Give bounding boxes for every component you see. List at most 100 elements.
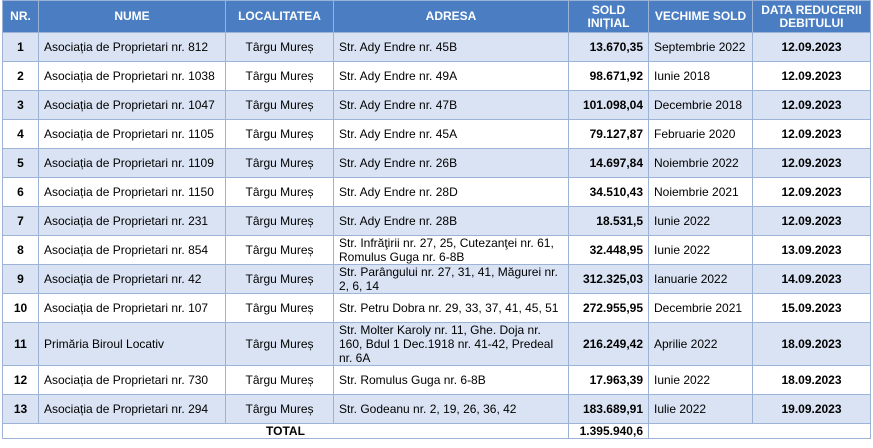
column-header: SOLD INIȚIAL (568, 0, 649, 33)
table-cell: Asociația de Proprietari nr. 854 (38, 235, 226, 265)
table-cell: 183.689,91 (568, 394, 649, 424)
table-cell: Str. Ady Endre nr. 28B (333, 206, 569, 236)
table-cell: Decembrie 2021 (648, 293, 753, 323)
table-cell: Februarie 2020 (648, 119, 753, 149)
table-row: 9 Asociația de Proprietari nr. 42 Târgu Mu… (2, 264, 871, 294)
table-cell: Str. Ady Endre nr. 45B (333, 32, 569, 62)
table-cell: 312.325,03 (568, 264, 649, 294)
total-label: TOTAL (2, 423, 569, 439)
column-header: NR. (2, 0, 39, 33)
table-cell: Aprilie 2022 (648, 322, 753, 366)
table-row: 1 Asociația de Proprietari nr. 812 Târgu M… (2, 32, 871, 62)
column-header: ADRESA (333, 0, 569, 33)
debt-table: NR. NUME LOCALITATEA ADRESA SOLD INIȚIAL VECH… (2, 0, 871, 439)
table-cell: 12 (2, 365, 39, 395)
table-row: 10 Asociația de Proprietari nr. 107 Târgu … (2, 293, 871, 323)
table-cell: Târgu Mureș (225, 90, 334, 120)
table-row: 13 Asociația de Proprietari nr. 294 Târgu … (2, 394, 871, 424)
column-header: DATA REDUCERII DEBITULUI (752, 0, 871, 33)
table-cell: 18.09.2023 (752, 322, 871, 366)
table-row: 4 Asociația de Proprietari nr. 1105 Târgu … (2, 119, 871, 149)
table-cell: 10 (2, 293, 39, 323)
table-cell: 9 (2, 264, 39, 294)
table-row: 6 Asociația de Proprietari nr. 1150 Târgu … (2, 177, 871, 207)
table-cell: Ianuarie 2022 (648, 264, 753, 294)
table-cell: Str. Ady Endre nr. 47B (333, 90, 569, 120)
table-cell: Iunie 2018 (648, 61, 753, 91)
table-cell: Târgu Mureș (225, 365, 334, 395)
table-cell: Asociația de Proprietari nr. 1150 (38, 177, 226, 207)
total-value: 1.395.940,6 (568, 423, 649, 439)
table-cell: Str. Godeanu nr. 2, 19, 26, 36, 42 (333, 394, 569, 424)
table-cell: Noiembrie 2021 (648, 177, 753, 207)
table-cell: Târgu Mureș (225, 119, 334, 149)
table-cell: 32.448,95 (568, 235, 649, 265)
table-cell: 8 (2, 235, 39, 265)
table-cell: Noiembrie 2022 (648, 148, 753, 178)
total-empty (648, 423, 871, 439)
table-cell: 6 (2, 177, 39, 207)
table-cell: Târgu Mureș (225, 148, 334, 178)
table-cell: 5 (2, 148, 39, 178)
table-cell: 4 (2, 119, 39, 149)
table-cell: Decembrie 2018 (648, 90, 753, 120)
table-cell: 7 (2, 206, 39, 236)
table-cell: 18.09.2023 (752, 365, 871, 395)
table-cell: Asociația de Proprietari nr. 812 (38, 32, 226, 62)
table-cell: Târgu Mureș (225, 206, 334, 236)
table-cell: Str. Parângului nr. 27, 31, 41, Măgurei … (333, 264, 569, 294)
table-row: 11 Primăria Biroul Locativ Târgu Mureș Str.… (2, 322, 871, 366)
table-cell: 12.09.2023 (752, 119, 871, 149)
table-cell: Str. Petru Dobra nr. 29, 33, 37, 41, 45,… (333, 293, 569, 323)
table-cell: 11 (2, 322, 39, 366)
table-cell: Str. Romulus Guga nr. 6-8B (333, 365, 569, 395)
table-cell: Iunie 2022 (648, 235, 753, 265)
table-cell: Târgu Mureș (225, 235, 334, 265)
table-cell: 19.09.2023 (752, 394, 871, 424)
table-cell: 1 (2, 32, 39, 62)
table-cell: Târgu Mureș (225, 293, 334, 323)
table-cell: Str. Ady Endre nr. 28D (333, 177, 569, 207)
table-body: 1 Asociația de Proprietari nr. 812 Târgu M… (2, 32, 871, 439)
table-cell: 101.098,04 (568, 90, 649, 120)
table-cell: Asociația de Proprietari nr. 107 (38, 293, 226, 323)
table-cell: Asociația de Proprietari nr. 42 (38, 264, 226, 294)
table-row: 3 Asociația de Proprietari nr. 1047 Târgu … (2, 90, 871, 120)
table-cell: Str. Ady Endre nr. 45A (333, 119, 569, 149)
table-row: 7 Asociația de Proprietari nr. 231 Târgu M… (2, 206, 871, 236)
table-cell: Asociația de Proprietari nr. 1047 (38, 90, 226, 120)
table-cell: 216.249,42 (568, 322, 649, 366)
table-cell: Str. Ady Endre nr. 26B (333, 148, 569, 178)
header-row: NR. NUME LOCALITATEA ADRESA SOLD INIȚIAL VECH… (2, 0, 871, 33)
table-row: 12 Asociația de Proprietari nr. 730 Târgu … (2, 365, 871, 395)
table-cell: Septembrie 2022 (648, 32, 753, 62)
table-cell: 79.127,87 (568, 119, 649, 149)
table-cell: Asociația de Proprietari nr. 231 (38, 206, 226, 236)
table-cell: Târgu Mureș (225, 61, 334, 91)
table-row: 2 Asociația de Proprietari nr. 1038 Târgu … (2, 61, 871, 91)
table-cell: 12.09.2023 (752, 177, 871, 207)
table-cell: 34.510,43 (568, 177, 649, 207)
table-cell: 12.09.2023 (752, 61, 871, 91)
table-cell: 13 (2, 394, 39, 424)
column-header: VECHIME SOLD (648, 0, 753, 33)
table-cell: 13.09.2023 (752, 235, 871, 265)
table-cell: Str. Ady Endre nr. 49A (333, 61, 569, 91)
table-cell: 12.09.2023 (752, 206, 871, 236)
table-cell: 272.955,95 (568, 293, 649, 323)
table-cell: Asociația de Proprietari nr. 1109 (38, 148, 226, 178)
table-row: 5 Asociația de Proprietari nr. 1109 Târgu … (2, 148, 871, 178)
table-cell: Asociația de Proprietari nr. 294 (38, 394, 226, 424)
table-cell: Târgu Mureș (225, 32, 334, 62)
table-cell: Str. Infrăţirii nr. 27, 25, Cutezanţei n… (333, 235, 569, 265)
table-cell: Primăria Biroul Locativ (38, 322, 226, 366)
table-cell: 2 (2, 61, 39, 91)
table-cell: 13.670,35 (568, 32, 649, 62)
table-cell: Asociația de Proprietari nr. 1105 (38, 119, 226, 149)
table-cell: 12.09.2023 (752, 32, 871, 62)
table-cell: 17.963,39 (568, 365, 649, 395)
table-cell: 12.09.2023 (752, 148, 871, 178)
table-cell: Iunie 2022 (648, 365, 753, 395)
table-cell: Iulie 2022 (648, 394, 753, 424)
